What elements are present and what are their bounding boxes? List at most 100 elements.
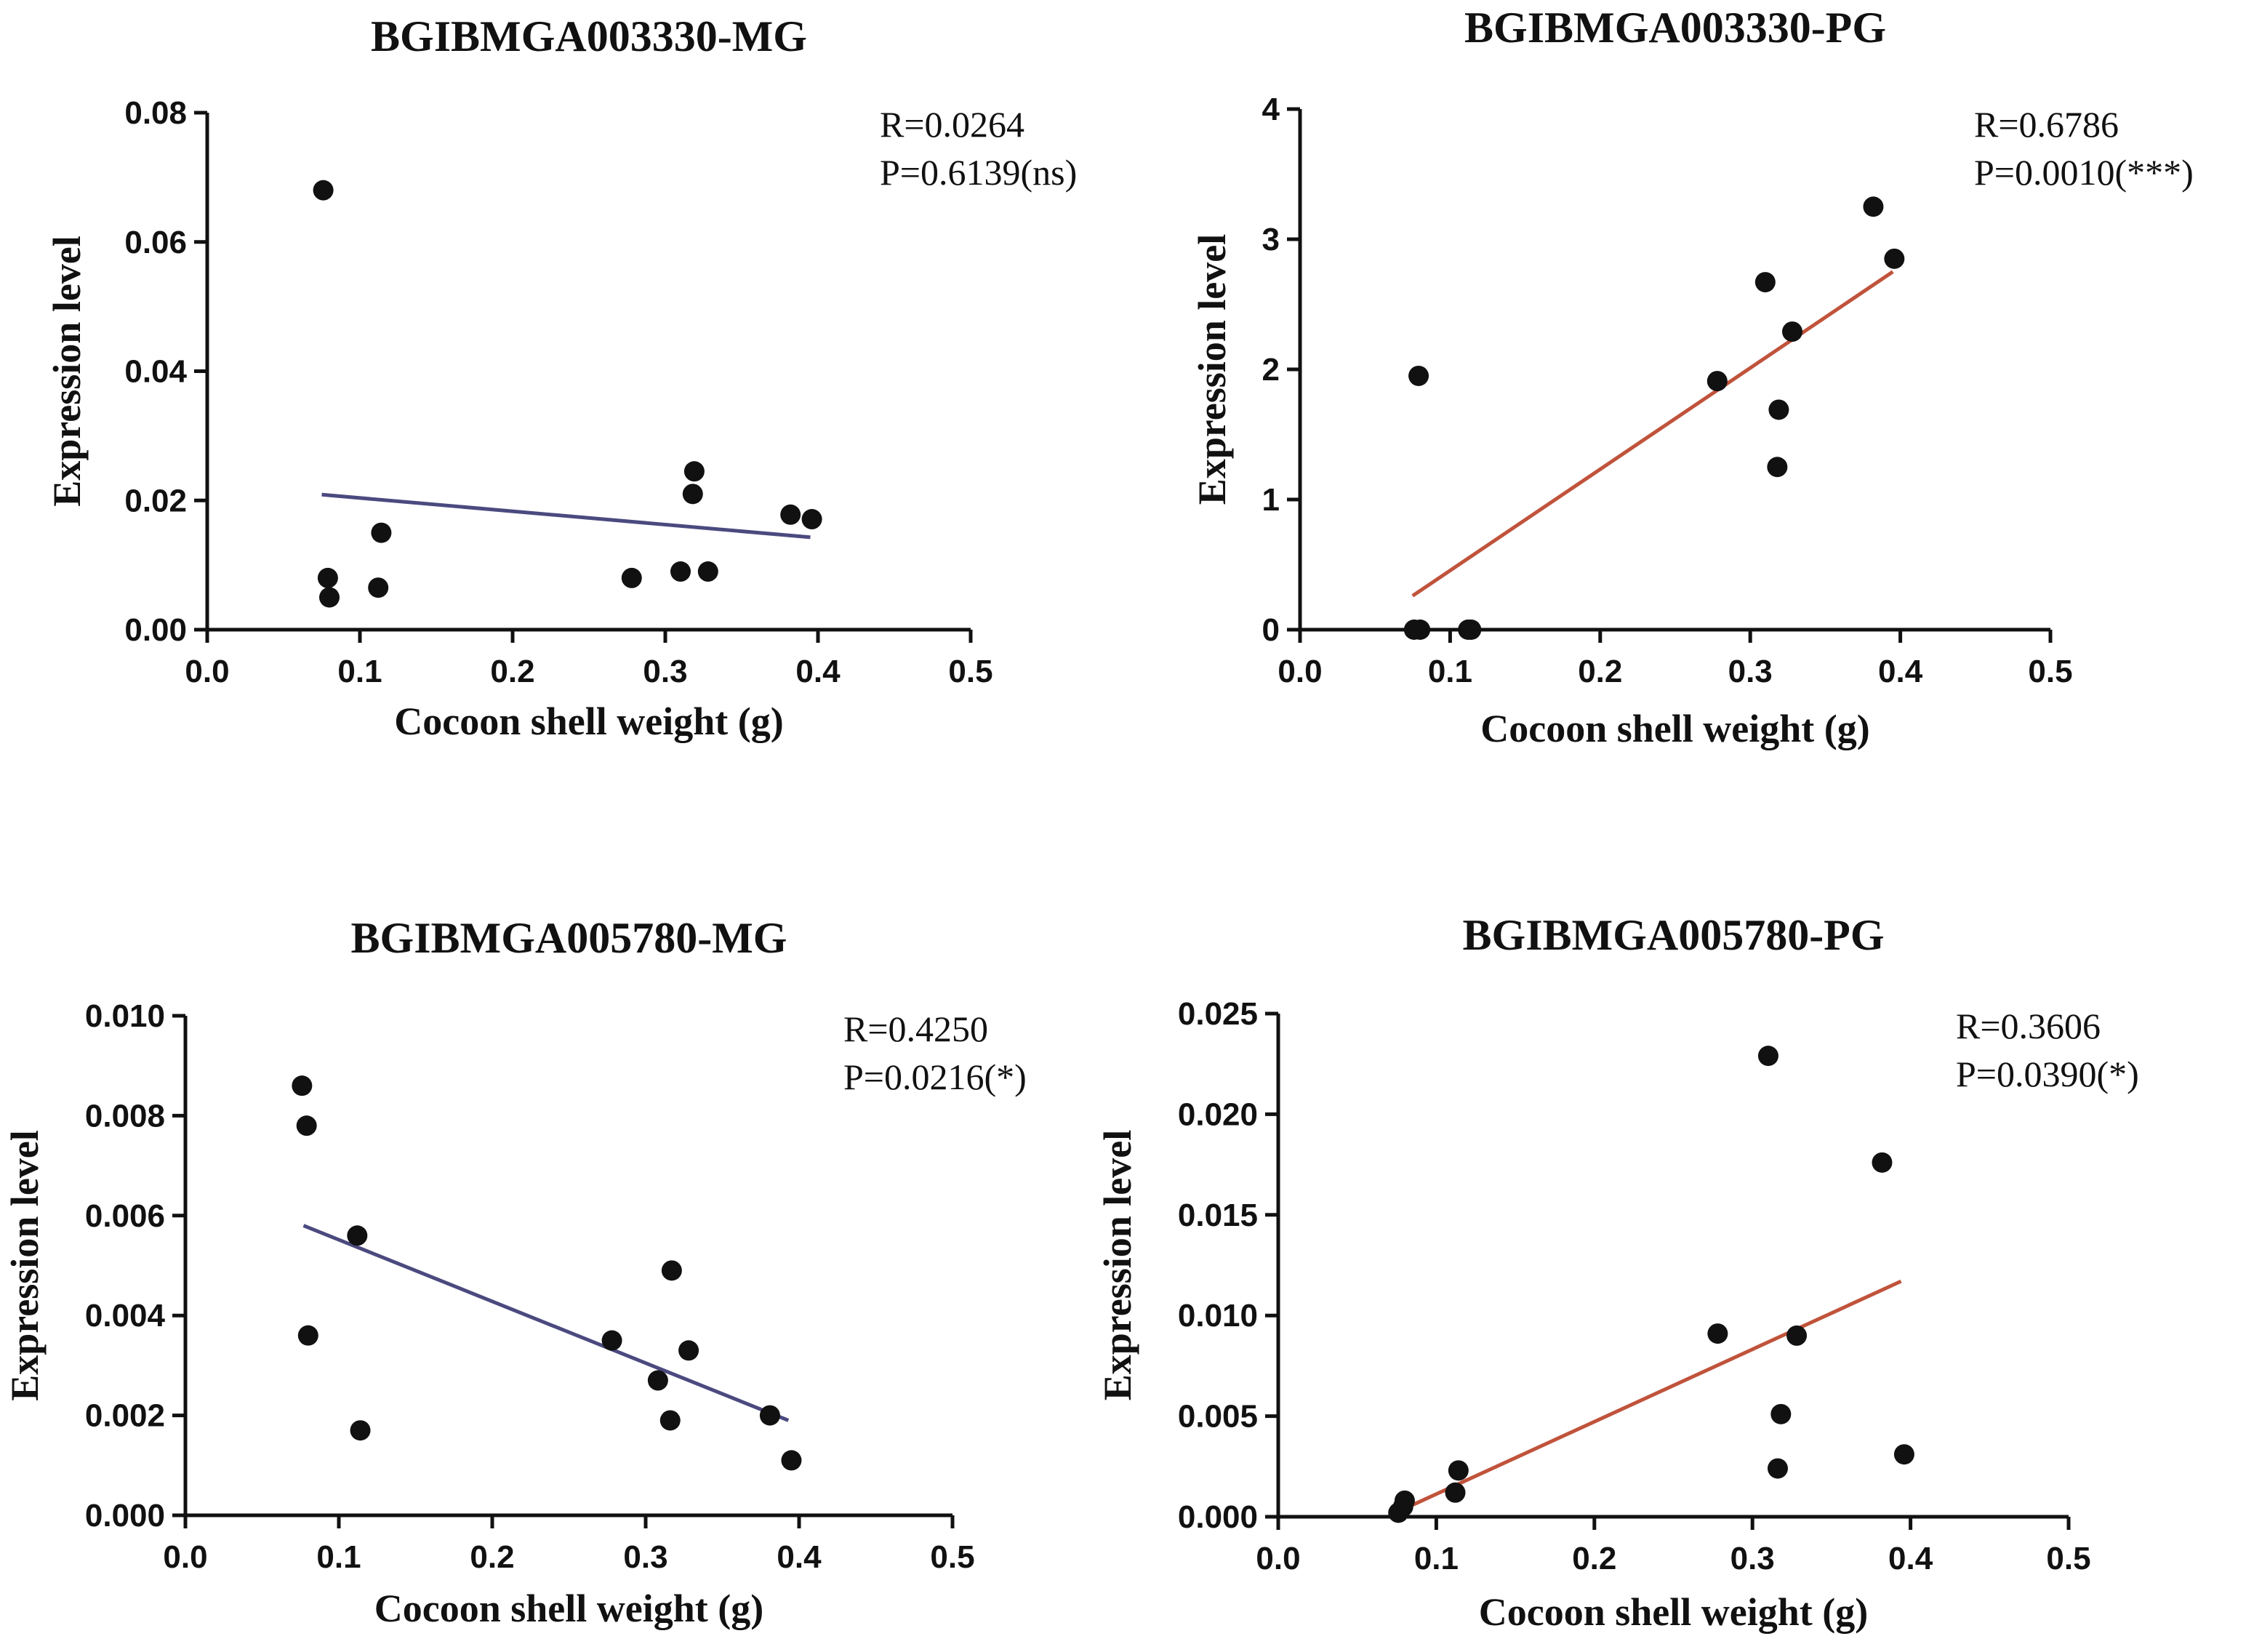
y-tick-label: 0.000 (85, 1498, 165, 1533)
chart-title: BGIBMGA003330-MG (371, 12, 807, 60)
x-tick-label: 0.1 (337, 654, 382, 689)
y-tick-label: 0.04 (124, 354, 187, 390)
data-point (683, 461, 705, 482)
regression-line (1399, 1279, 1902, 1512)
data-point (1872, 1152, 1893, 1173)
y-tick-label: 0.020 (1178, 1096, 1258, 1132)
x-tick-label: 0.5 (2046, 1541, 2090, 1576)
data-point (1767, 1458, 1788, 1479)
p-value: P=0.0010(***) (1974, 152, 2194, 193)
y-tick-label: 0.002 (85, 1398, 165, 1434)
x-tick-label: 0.2 (1578, 654, 1622, 689)
data-point (1781, 321, 1802, 342)
y-tick-label: 0 (1262, 612, 1280, 648)
data-point (1706, 371, 1728, 392)
x-tick-label: 0.1 (316, 1539, 361, 1575)
x-tick-label: 0.5 (2028, 654, 2072, 689)
data-point (1770, 1403, 1792, 1424)
data-point (1445, 1482, 1466, 1503)
correlation-r: R=0.3606 (1956, 1006, 2101, 1046)
data-point (670, 561, 691, 582)
y-tick-label: 0.00 (124, 612, 187, 648)
data-point (313, 180, 334, 201)
regression-line (321, 492, 811, 540)
y-tick-label: 3 (1262, 222, 1280, 257)
y-tick-label: 0.004 (85, 1298, 166, 1334)
data-point (1863, 196, 1884, 217)
data-point (296, 1115, 317, 1136)
data-point (647, 1370, 668, 1391)
y-tick-label: 1 (1262, 482, 1280, 518)
data-point (350, 1420, 371, 1441)
scatter-panel-4: BGIBMGA005780-PG 0.0 0.1 0.2 0.3 0.4 0.5 0.000 0… (1096, 911, 2139, 1634)
data-point (1394, 1490, 1415, 1511)
data-point (621, 567, 642, 588)
x-tick-label: 0.3 (623, 1539, 667, 1575)
p-value: P=0.0390(*) (1956, 1054, 2139, 1094)
data-point (682, 484, 703, 505)
x-axis-label: Cocoon shell weight (g) (374, 1587, 763, 1630)
correlation-r: R=0.0264 (880, 104, 1024, 145)
x-tick-label: 0.4 (1888, 1541, 1933, 1576)
y-axis-label: Expression level (3, 1130, 47, 1401)
data-point (601, 1330, 622, 1351)
data-point (1884, 248, 1905, 269)
data-point (1408, 365, 1429, 386)
scatter-panel-1: BGIBMGA003330-MG 0.0 0.1 0.2 0.3 0.4 0.5 0.00 0.… (45, 12, 1077, 743)
y-tick-label: 0.000 (1178, 1499, 1258, 1535)
chart-title: BGIBMGA005780-PG (1463, 911, 1885, 959)
x-tick-label: 0.3 (1728, 654, 1773, 689)
data-point (661, 1260, 682, 1281)
data-point (659, 1410, 681, 1431)
data-point (292, 1075, 313, 1096)
data-point (781, 1450, 802, 1471)
y-axis-label: Expression level (1190, 234, 1234, 505)
data-point (678, 1340, 699, 1361)
x-tick-label: 0.1 (1428, 654, 1472, 689)
x-tick-label: 0.4 (777, 1539, 822, 1575)
data-point (1448, 1460, 1469, 1481)
y-tick-label: 0.010 (1178, 1298, 1258, 1334)
x-tick-label: 0.2 (470, 1539, 514, 1575)
x-tick-label: 0.5 (948, 654, 992, 689)
data-point (297, 1325, 318, 1346)
y-tick-label: 0.006 (85, 1198, 165, 1234)
x-tick-label: 0.2 (1572, 1541, 1616, 1576)
x-tick-label: 0.0 (1256, 1541, 1300, 1576)
y-tick-label: 0.015 (1178, 1198, 1258, 1233)
chart-title: BGIBMGA003330-PG (1464, 4, 1886, 52)
y-tick-label: 0.08 (124, 95, 187, 131)
y-axis-label: Expression level (45, 236, 89, 507)
x-tick-label: 0.2 (490, 654, 534, 689)
data-point (368, 577, 389, 598)
y-tick-label: 4 (1262, 92, 1280, 127)
data-point (759, 1405, 780, 1426)
data-point (317, 567, 338, 588)
data-point (1707, 1323, 1728, 1344)
data-point (1786, 1325, 1808, 1346)
x-tick-label: 0.1 (1414, 1541, 1459, 1576)
y-tick-label: 0.008 (85, 1098, 165, 1134)
y-tick-label: 0.005 (1178, 1399, 1258, 1435)
p-value: P=0.0216(*) (843, 1056, 1027, 1097)
x-tick-label: 0.4 (1878, 654, 1923, 689)
data-point (347, 1225, 368, 1246)
y-tick-label: 0.06 (124, 225, 187, 260)
data-point (1768, 399, 1789, 420)
x-axis-label: Cocoon shell weight (g) (394, 699, 783, 743)
x-axis-label: Cocoon shell weight (g) (1480, 707, 1869, 750)
data-point (1461, 620, 1482, 640)
data-point (1893, 1444, 1914, 1465)
data-point (1754, 272, 1776, 293)
x-tick-label: 0.5 (930, 1539, 974, 1575)
y-tick-label: 2 (1262, 352, 1280, 388)
y-tick-label: 0.010 (85, 998, 165, 1034)
x-tick-label: 0.3 (643, 654, 687, 689)
data-point (1767, 457, 1788, 478)
data-point (371, 522, 392, 543)
y-axis-label: Expression level (1096, 1130, 1139, 1401)
y-tick-label: 0.02 (124, 483, 187, 518)
x-tick-label: 0.3 (1730, 1541, 1775, 1576)
correlation-r: R=0.6786 (1974, 104, 2119, 145)
